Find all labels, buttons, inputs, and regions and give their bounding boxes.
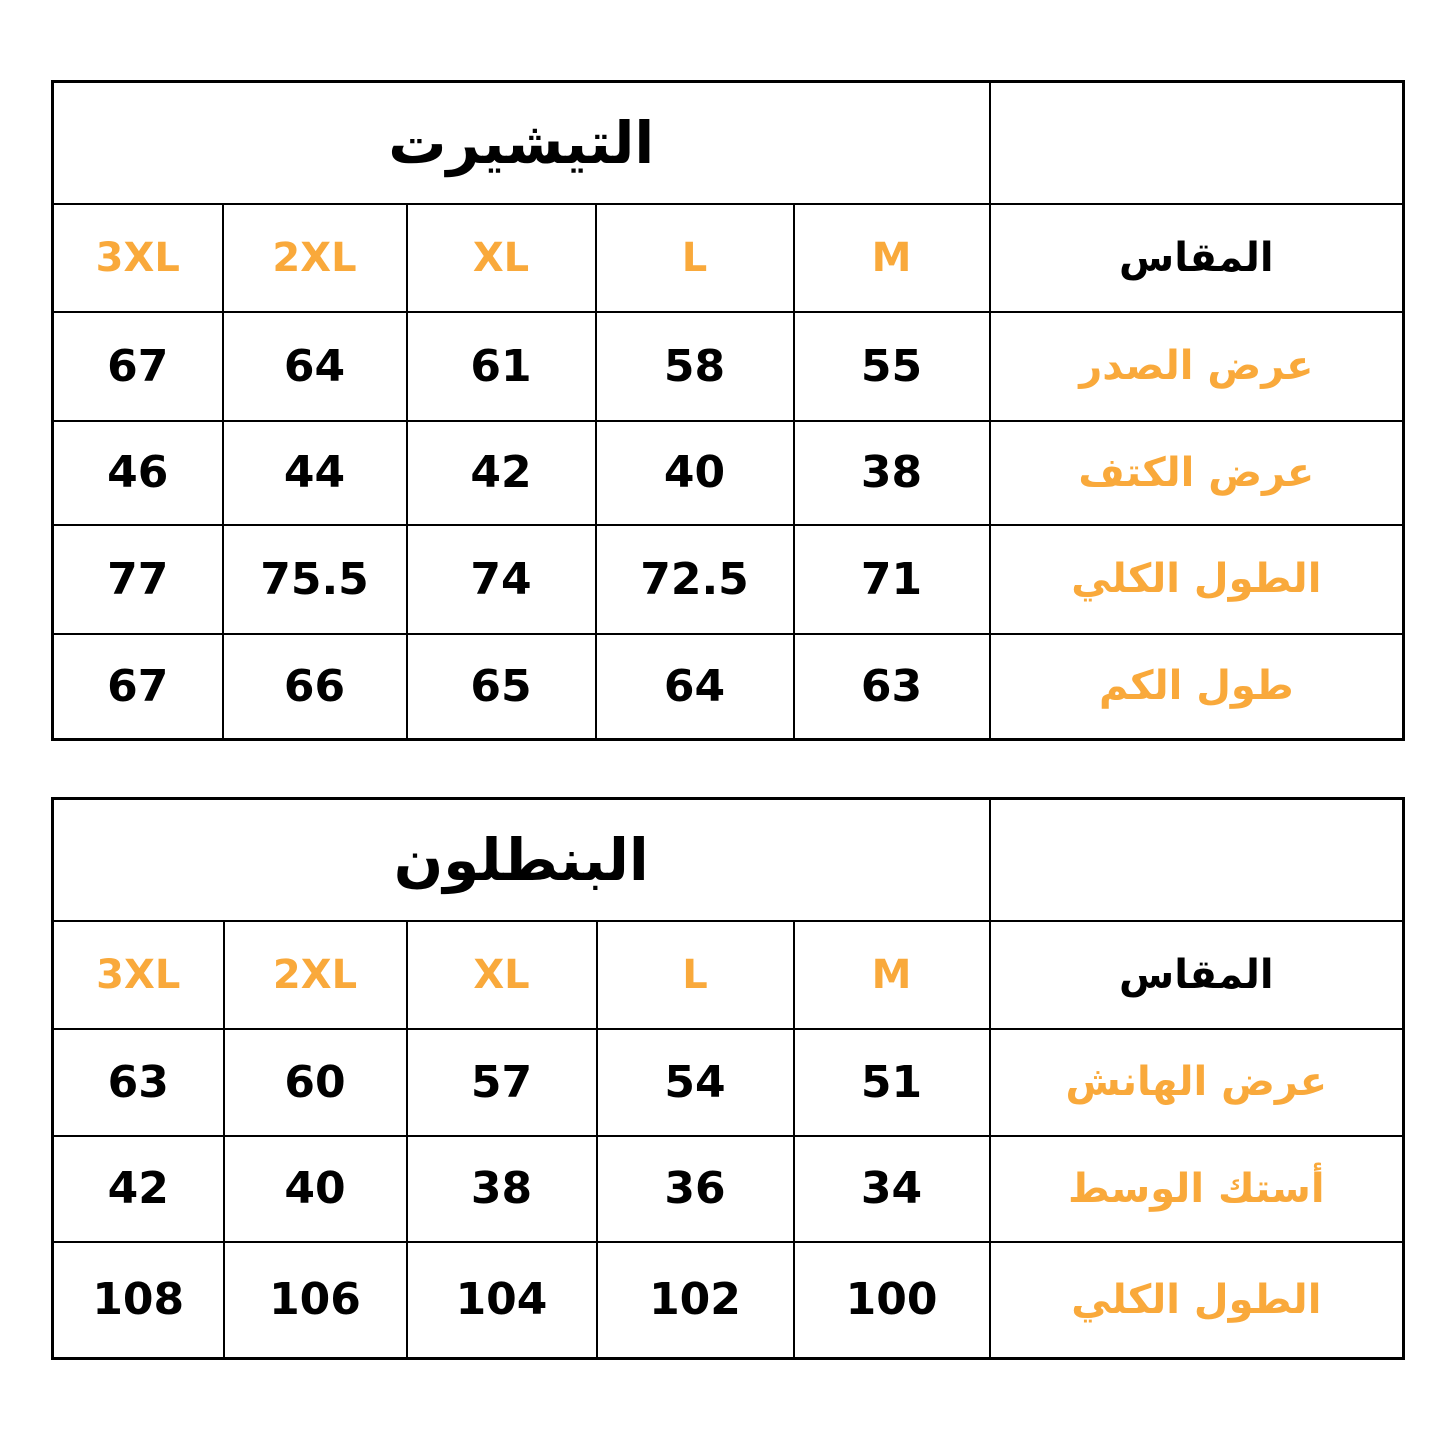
size-header: 3XL [51,202,224,313]
value-cell: 60 [222,1027,408,1137]
value-cell: 55 [792,310,991,422]
measure-label: أستك الوسط [988,1134,1405,1243]
value-cell: 77 [51,523,224,635]
size-header: L [594,202,795,313]
table-row: 42 40 38 36 34 أستك الوسط [51,1134,1405,1243]
size-header: M [792,919,991,1030]
size-header: 2XL [221,202,408,313]
value-cell: 44 [221,419,408,526]
measure-label: عرض الصدر [988,310,1405,422]
measure-label: عرض الكتف [988,419,1405,526]
empty-corner-cell [988,80,1405,205]
value-cell: 63 [51,1027,225,1137]
value-cell: 108 [51,1240,225,1360]
size-header: XL [405,919,598,1030]
pants-title: البنطلون [51,797,991,922]
table-row: 77 75.5 74 72.5 71 الطول الكلي [51,523,1405,635]
value-cell: 36 [595,1134,795,1243]
value-cell: 66 [221,632,408,741]
value-cell: 54 [595,1027,795,1137]
table-row: 67 66 65 64 63 طول الكم [51,632,1405,741]
value-cell: 71 [792,523,991,635]
measure-label: الطول الكلي [988,523,1405,635]
value-cell: 100 [792,1240,991,1360]
tshirt-size-table: التيشيرت 3XL 2XL XL L M المقاس 67 64 61 … [51,80,1406,741]
value-cell: 74 [405,523,597,635]
value-cell: 67 [51,632,224,741]
value-cell: 63 [792,632,991,741]
table-row: 67 64 61 58 55 عرض الصدر [51,310,1405,422]
value-cell: 65 [405,632,597,741]
value-cell: 64 [221,310,408,422]
table-row: 108 106 104 102 100 الطول الكلي [51,1240,1405,1360]
value-cell: 67 [51,310,224,422]
value-cell: 61 [405,310,597,422]
value-cell: 104 [405,1240,598,1360]
value-cell: 75.5 [221,523,408,635]
value-cell: 42 [51,1134,225,1243]
value-cell: 38 [405,1134,598,1243]
value-cell: 64 [594,632,795,741]
size-header: XL [405,202,597,313]
size-header-row: 3XL 2XL XL L M المقاس [51,919,1405,1030]
value-cell: 34 [792,1134,991,1243]
size-header: 3XL [51,919,225,1030]
value-cell: 106 [222,1240,408,1360]
measure-label: عرض الهانش [988,1027,1405,1137]
table-row: 46 44 42 40 38 عرض الكتف [51,419,1405,526]
measure-label: الطول الكلي [988,1240,1405,1360]
size-label: المقاس [988,202,1405,313]
value-cell: 72.5 [594,523,795,635]
tshirt-title: التيشيرت [51,80,991,205]
size-header: 2XL [222,919,408,1030]
size-label: المقاس [988,919,1405,1030]
pants-size-table: البنطلون 3XL 2XL XL L M المقاس 63 60 57 … [51,797,1406,1360]
value-cell: 42 [405,419,597,526]
size-header: L [595,919,795,1030]
value-cell: 51 [792,1027,991,1137]
value-cell: 102 [595,1240,795,1360]
table-row: 63 60 57 54 51 عرض الهانش [51,1027,1405,1137]
size-header: M [792,202,991,313]
value-cell: 40 [222,1134,408,1243]
value-cell: 46 [51,419,224,526]
size-header-row: 3XL 2XL XL L M المقاس [51,202,1405,313]
value-cell: 38 [792,419,991,526]
value-cell: 57 [405,1027,598,1137]
measure-label: طول الكم [988,632,1405,741]
value-cell: 40 [594,419,795,526]
empty-corner-cell [988,797,1405,922]
value-cell: 58 [594,310,795,422]
